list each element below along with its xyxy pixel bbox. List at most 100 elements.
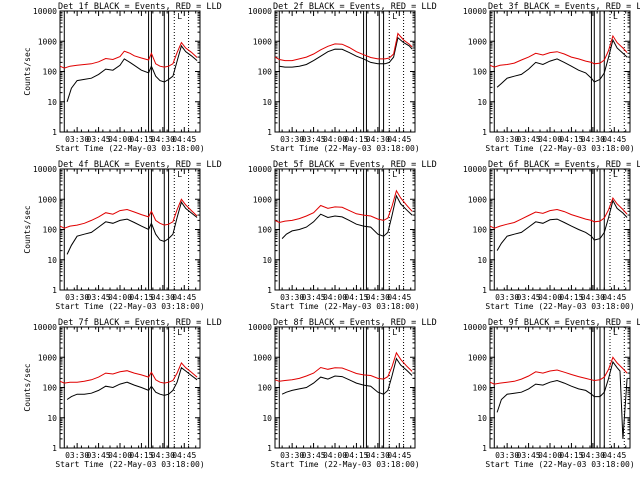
x-tick-label: 04:45 [172,451,196,460]
x-axis-label: Start Time (22-May-03 03:18:00) [55,144,204,153]
x-axis-label: Start Time (22-May-03 03:18:00) [270,144,419,153]
series-line-events [496,199,628,251]
y-tick-label: 10 [477,98,487,107]
series-line-lld [274,32,413,62]
x-axis-label: Start Time (22-May-03 03:18:00) [485,460,634,469]
x-tick-label: 03:30 [495,451,519,460]
x-tick-label: 04:15 [129,451,153,460]
panel-title: Det 7f BLACK = Events, RED = LLD [58,318,222,328]
y-tick-label: 10000 [463,165,487,174]
bracket-label: L [613,170,618,179]
x-tick-label: 03:30 [65,293,89,302]
x-tick-label: 03:30 [280,451,304,460]
x-tick-label: 04:45 [172,293,196,302]
y-tick-label: 1 [52,444,57,453]
x-tick-label: 04:45 [602,293,626,302]
series-line-lld [489,34,628,68]
panel-det-4: Det 4f BLACK = Events, RED = LLD 1 10 100 10… [23,160,222,311]
x-tick-label: 04:45 [602,451,626,460]
y-tick-label: 10000 [248,7,272,16]
x-tick-label: 04:45 [387,135,411,144]
x-tick-label: 04:00 [323,451,347,460]
panel-title: Det 4f BLACK = Events, RED = LLD [58,160,222,170]
y-axis-label: Counts/sec [23,363,32,411]
panel-title: Det 9f BLACK = Events, RED = LLD [488,318,640,328]
x-tick-label: 03:30 [65,451,89,460]
x-axis-label: Start Time (22-May-03 03:18:00) [270,302,419,311]
y-tick-label: 10 [47,414,57,423]
x-tick-label: 04:00 [323,135,347,144]
series-line-events [66,44,198,102]
y-tick-label: 1000 [38,37,57,46]
y-tick-label: 100 [43,384,58,393]
x-tick-label: 03:30 [280,135,304,144]
y-tick-label: 10000 [248,165,272,174]
x-tick-label: 04:15 [559,293,583,302]
plot-frame [274,326,416,449]
y-tick-label: 1 [267,444,272,453]
y-tick-label: 1000 [253,195,272,204]
x-tick-label: 04:30 [581,293,605,302]
y-tick-label: 10000 [33,323,57,332]
x-tick-label: 04:15 [344,293,368,302]
y-tick-label: 100 [473,384,488,393]
panel-title: Det 1f BLACK = Events, RED = LLD [58,2,222,12]
y-tick-label: 10 [477,256,487,265]
x-tick-label: 03:45 [302,135,326,144]
plot-frame [59,326,201,449]
series-line-events [281,357,413,395]
x-tick-label: 04:00 [108,451,132,460]
y-tick-label: 100 [258,68,273,77]
bracket-label: L [392,12,397,21]
x-tick-label: 03:30 [495,135,519,144]
bracket-label: L [613,12,618,21]
x-tick-label: 03:45 [302,293,326,302]
series-line-lld [59,361,198,384]
x-axis-label: Start Time (22-May-03 03:18:00) [55,460,204,469]
x-axis-label: Start Time (22-May-03 03:18:00) [485,302,634,311]
x-tick-label: 03:45 [87,135,111,144]
y-tick-label: 100 [473,226,488,235]
x-tick-label: 03:45 [302,451,326,460]
series-line-events [496,38,628,88]
x-tick-label: 03:45 [87,293,111,302]
y-tick-label: 1 [482,286,487,295]
x-tick-label: 04:00 [538,293,562,302]
bracket-label: L [392,328,397,337]
series-line-lld [489,356,628,385]
series-line-events [279,36,413,68]
bracket-label: L [613,328,618,337]
x-tick-label: 04:00 [108,135,132,144]
x-axis-label: Start Time (22-May-03 03:18:00) [270,460,419,469]
plot-frame [274,168,416,291]
y-tick-label: 10 [47,98,57,107]
x-tick-label: 03:45 [517,135,541,144]
bracket-label: L [177,170,182,179]
y-tick-label: 1000 [468,37,487,46]
series-line-lld [59,198,198,229]
plot-frame [59,10,201,133]
panel-det-1: Det 1f BLACK = Events, RED = LLD 1 10 100 10… [23,2,222,153]
y-tick-label: 1000 [253,353,272,362]
panel-title: Det 6f BLACK = Events, RED = LLD [488,160,640,170]
y-tick-label: 1000 [38,353,57,362]
y-tick-label: 10000 [33,7,57,16]
panel-det-8: Det 8f BLACK = Events, RED = LLD 1 10 100 10… [248,318,437,469]
plot-frame [59,168,201,291]
x-tick-label: 04:15 [344,451,368,460]
y-tick-label: 10 [262,256,272,265]
x-tick-label: 03:45 [517,293,541,302]
y-tick-label: 10000 [463,323,487,332]
x-tick-label: 04:30 [581,451,605,460]
x-tick-label: 03:30 [495,293,519,302]
y-axis-label: Counts/sec [23,205,32,253]
y-tick-label: 1000 [38,195,57,204]
panel-det-9: Det 9f BLACK = Events, RED = LLD 1 10 100 10… [463,318,640,469]
x-tick-label: 04:45 [602,135,626,144]
x-axis-label: Start Time (22-May-03 03:18:00) [55,302,204,311]
x-tick-label: 04:00 [108,293,132,302]
y-tick-label: 1 [482,128,487,137]
panel-title: Det 8f BLACK = Events, RED = LLD [273,318,437,328]
x-tick-label: 04:00 [538,451,562,460]
x-tick-label: 03:30 [280,293,304,302]
